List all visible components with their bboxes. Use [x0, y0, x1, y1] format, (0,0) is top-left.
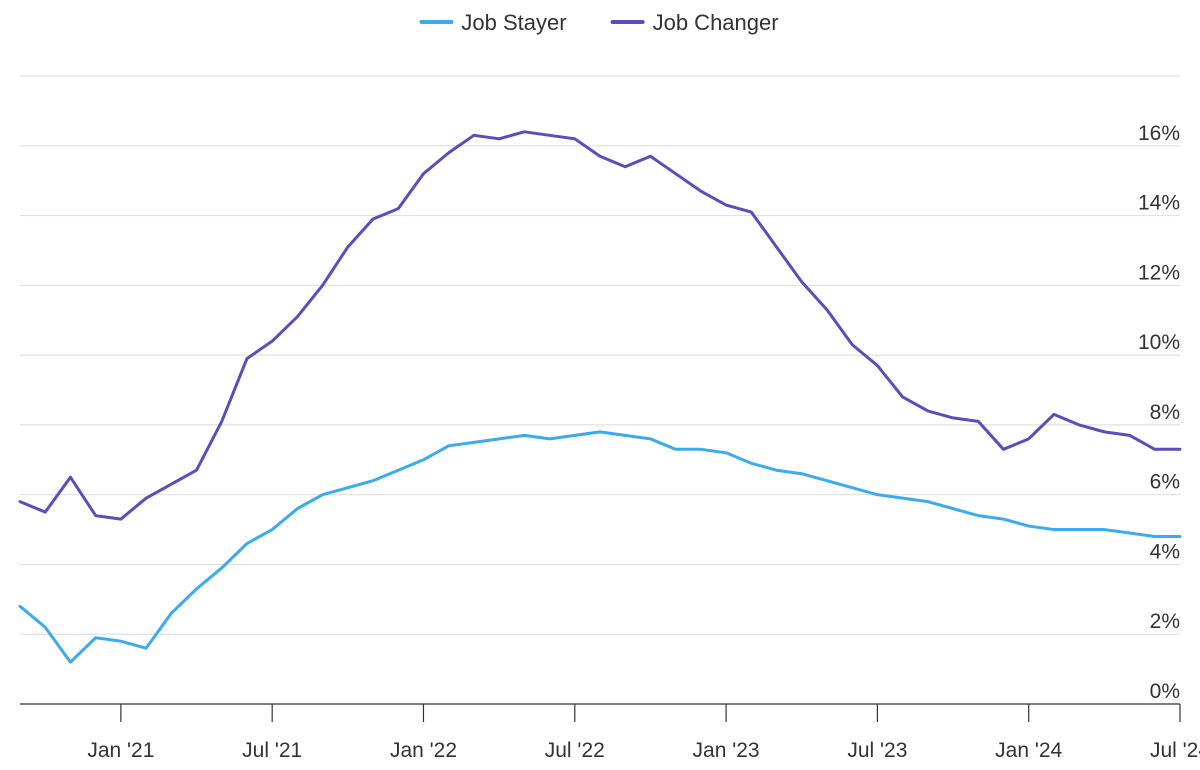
legend-item-job-stayer[interactable]: Job Stayer [419, 10, 567, 35]
grid-lines [20, 75, 1180, 635]
x-tick-label: Jul '21 [242, 739, 302, 762]
x-tick-label: Jul '24 [1150, 739, 1200, 762]
x-tick-label: Jul '23 [847, 739, 907, 762]
y-tick-label: 2% [1150, 610, 1180, 633]
y-tick-label: 14% [1138, 192, 1180, 215]
legend-label: Job Changer [653, 10, 779, 35]
y-tick-label: 6% [1150, 471, 1180, 494]
series-lines [18, 130, 1182, 664]
y-tick-label: 8% [1150, 401, 1180, 424]
x-tick-label: Jan '24 [995, 739, 1062, 762]
legend-label: Job Stayer [461, 10, 566, 35]
x-tick-label: Jan '22 [390, 739, 457, 762]
y-tick-label: 12% [1138, 261, 1180, 284]
y-tick-label: 10% [1138, 331, 1180, 354]
series-line-job-changer [18, 130, 1182, 521]
x-axis: Jan '21 Jul '21 Jan '22 Jul '22 Jan '23 Jul '… [20, 703, 1200, 762]
series-line-job-stayer [18, 430, 1182, 664]
x-tick-label: Jan '21 [87, 739, 154, 762]
x-tick-label: Jul '22 [545, 739, 605, 762]
x-tick-label: Jan '23 [693, 739, 760, 762]
y-tick-label: 16% [1138, 122, 1180, 145]
y-tick-label: 0% [1150, 680, 1180, 703]
legend: Job Stayer Job Changer [419, 10, 779, 35]
y-tick-label: 4% [1150, 540, 1180, 563]
y-axis-tick-labels: 0% 2% 4% 6% 8% 10% 12% 14% 16% [1138, 122, 1180, 703]
legend-item-job-changer[interactable]: Job Changer [610, 10, 779, 35]
